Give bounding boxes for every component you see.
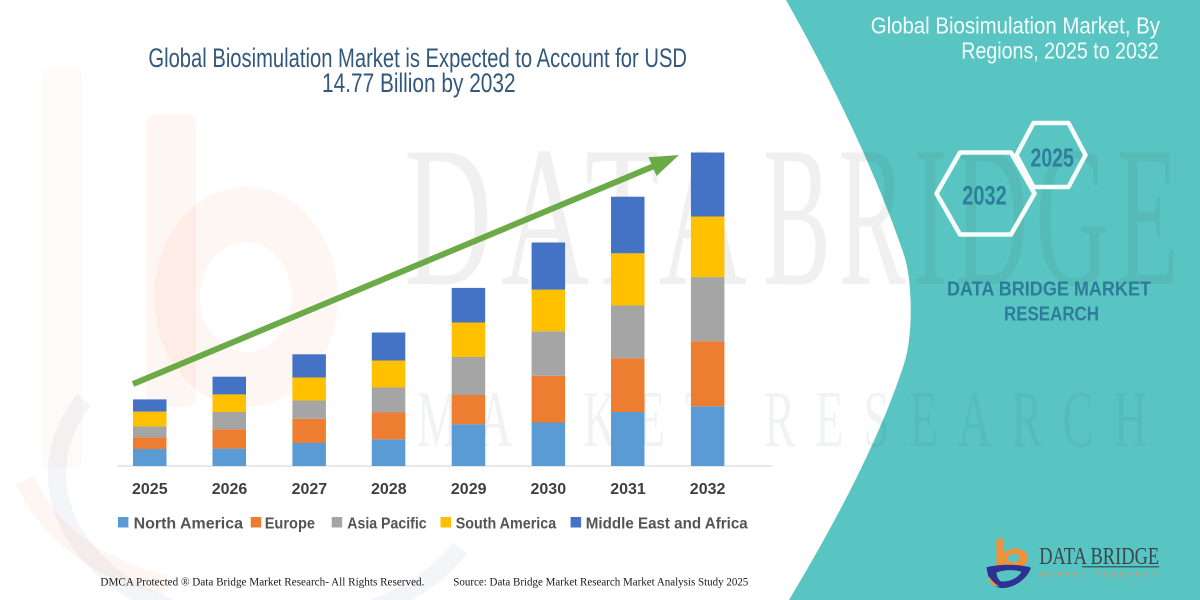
svg-text:Regions, 2025 to 2032: Regions, 2025 to 2032 (961, 38, 1158, 64)
svg-text:MARKET RESEARCH: MARKET RESEARCH (417, 376, 1167, 464)
svg-text:Global Biosimulation Market is: Global Biosimulation Market is Expected … (148, 43, 687, 73)
svg-text:DATA BRIDGE MARKET: DATA BRIDGE MARKET (947, 279, 1151, 301)
svg-text:2025: 2025 (132, 481, 168, 498)
svg-text:2026: 2026 (212, 481, 248, 498)
svg-text:South America: South America (456, 515, 557, 532)
svg-text:Europe: Europe (265, 515, 315, 532)
svg-text:2031: 2031 (610, 481, 646, 498)
svg-text:North America: North America (134, 515, 244, 532)
svg-text:2032: 2032 (962, 181, 1006, 211)
svg-text:DATA BRIDGE: DATA BRIDGE (1039, 544, 1159, 570)
svg-text:2030: 2030 (531, 481, 567, 498)
svg-text:Source: Data Bridge Market Res: Source: Data Bridge Market Research Mark… (453, 575, 748, 589)
svg-text:Middle East and Africa: Middle East and Africa (586, 515, 748, 532)
svg-text:14.77 Billion by 2032: 14.77 Billion by 2032 (322, 68, 516, 98)
svg-text:RESEARCH: RESEARCH (1004, 304, 1099, 326)
svg-text:2028: 2028 (371, 481, 407, 498)
svg-text:2032: 2032 (690, 481, 726, 498)
svg-text:MARKET RESEARCH: MARKET RESEARCH (1040, 572, 1157, 579)
svg-text:2025: 2025 (1031, 143, 1074, 173)
svg-text:DMCA Protected ® Data Bridge M: DMCA Protected ® Data Bridge Market Rese… (100, 575, 424, 589)
svg-text:BRIDGE: BRIDGE (763, 106, 1186, 328)
svg-text:2029: 2029 (451, 481, 487, 498)
svg-text:Asia Pacific: Asia Pacific (347, 515, 426, 532)
svg-text:2027: 2027 (292, 481, 328, 498)
svg-text:Global Biosimulation Market, B: Global Biosimulation Market, By (871, 12, 1161, 38)
